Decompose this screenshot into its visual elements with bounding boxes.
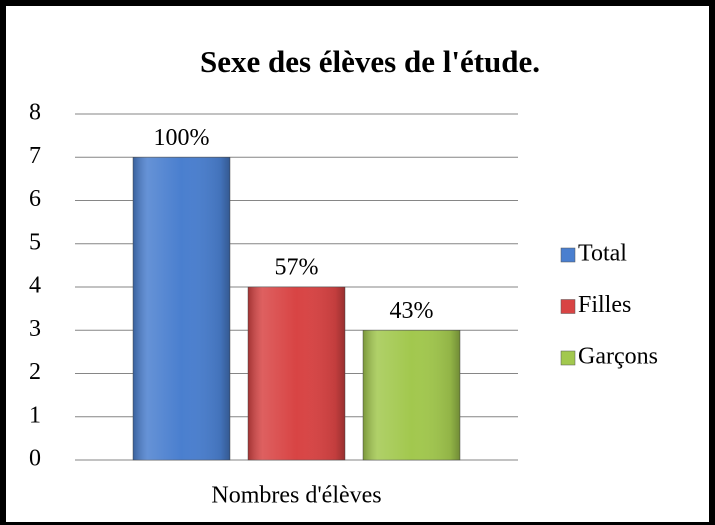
bar bbox=[362, 330, 461, 461]
y-tick-label: 4 bbox=[29, 273, 41, 299]
data-label: 57% bbox=[275, 255, 319, 281]
chart-title: Sexe des élèves de l'étude. bbox=[200, 44, 540, 79]
legend-label: Total bbox=[578, 241, 627, 267]
y-tick-label: 5 bbox=[29, 229, 41, 255]
bar bbox=[132, 157, 231, 461]
data-label: 100% bbox=[154, 125, 210, 151]
y-tick-label: 1 bbox=[29, 402, 41, 428]
legend-label: Garçons bbox=[578, 344, 658, 370]
legend-swatch bbox=[560, 350, 576, 366]
legend-swatch bbox=[560, 299, 576, 314]
legend-swatch bbox=[560, 247, 576, 263]
data-label: 43% bbox=[390, 298, 434, 324]
y-tick-label: 2 bbox=[29, 359, 41, 385]
legend-label: Filles bbox=[578, 292, 631, 318]
y-tick-label: 6 bbox=[29, 186, 41, 212]
x-tick-label: Nombres d'élèves bbox=[211, 483, 381, 509]
y-tick-label: 7 bbox=[29, 143, 41, 169]
y-tick-label: 3 bbox=[29, 316, 41, 342]
y-tick-label: 0 bbox=[29, 446, 41, 472]
y-tick-label: 8 bbox=[29, 100, 41, 126]
bar bbox=[247, 286, 346, 461]
